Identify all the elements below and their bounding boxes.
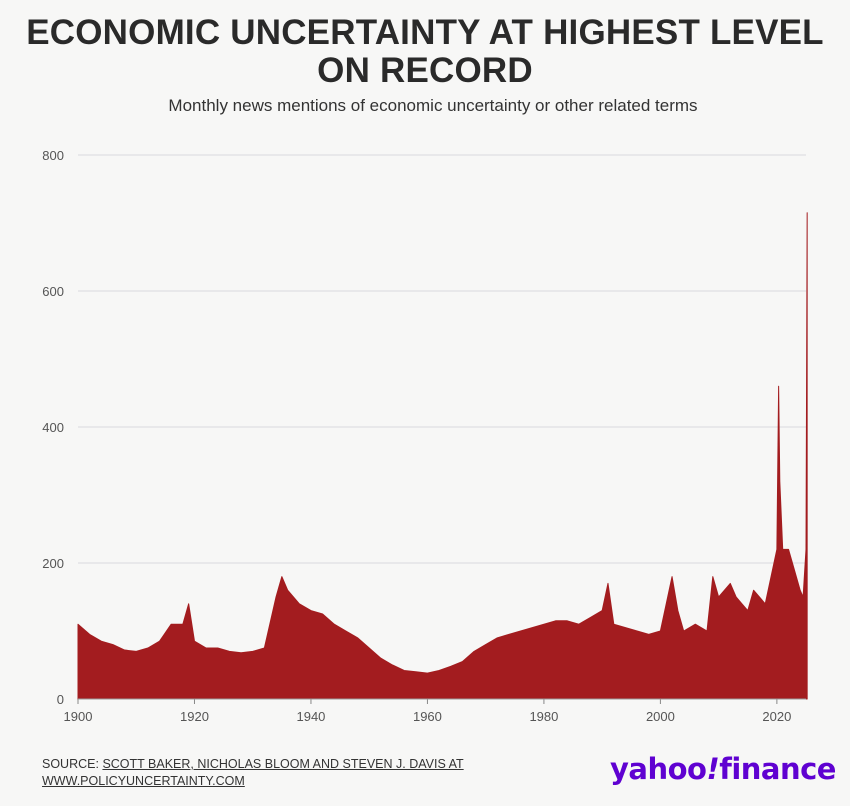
chart-title-line-1: ECONOMIC UNCERTAINTY AT HIGHEST LEVEL [26, 13, 824, 52]
source-link-line-1[interactable]: SCOTT BAKER, NICHOLAS BLOOM AND STEVEN J… [102, 757, 464, 771]
y-tick-label: 400 [42, 420, 64, 435]
source-link-line-2[interactable]: WWW.POLICYUNCERTAINTY.COM [42, 774, 245, 788]
logo-yahoo: yahoo [610, 752, 707, 786]
chart-title-line-2: ON RECORD [317, 51, 533, 90]
x-tick-label: 1920 [180, 709, 209, 724]
x-tick-label: 2020 [762, 709, 791, 724]
logo-exclamation: ! [706, 752, 720, 786]
y-tick-label: 200 [42, 556, 64, 571]
x-tick-label: 1980 [529, 709, 558, 724]
yahoo-finance-logo: yahoo!finance [610, 752, 836, 786]
x-tick-label: 2000 [646, 709, 675, 724]
chart-title: ECONOMIC UNCERTAINTY AT HIGHEST LEVEL ON… [0, 14, 850, 90]
x-tick-label: 1900 [64, 709, 93, 724]
y-tick-label: 600 [42, 284, 64, 299]
chart-subtitle: Monthly news mentions of economic uncert… [168, 96, 698, 115]
y-tick-label: 0 [57, 692, 64, 707]
source-note: SOURCE: SCOTT BAKER, NICHOLAS BLOOM AND … [42, 756, 464, 790]
x-tick-label: 1960 [413, 709, 442, 724]
source-prefix: SOURCE: [42, 757, 103, 771]
x-tick-label: 1940 [296, 709, 325, 724]
uncertainty-area-series [77, 212, 808, 700]
y-tick-label: 800 [42, 148, 64, 163]
logo-finance: finance [719, 752, 836, 786]
